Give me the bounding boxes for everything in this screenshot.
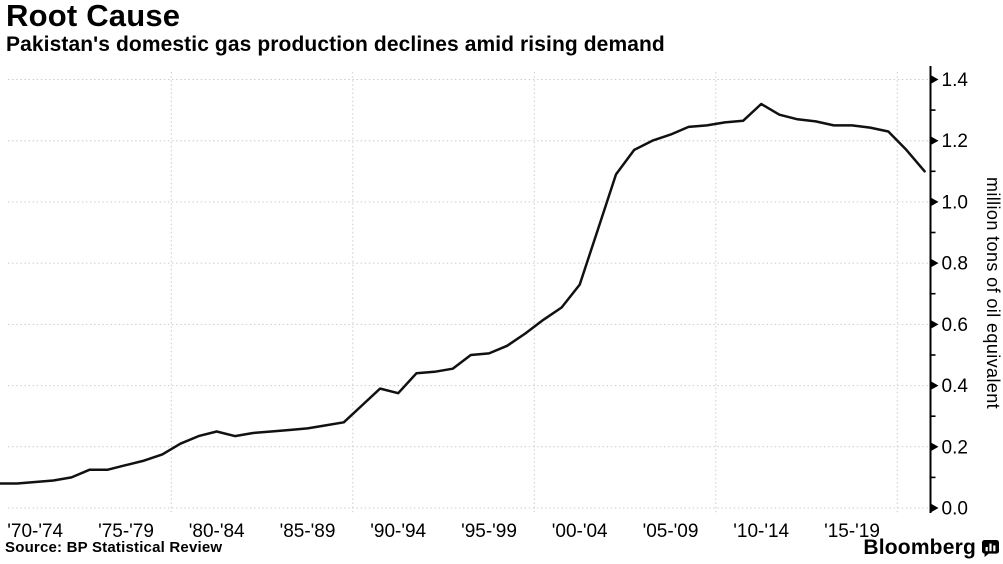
y-axis-title: million tons of oil equivalent	[983, 177, 1003, 409]
y-major-tick	[931, 442, 939, 451]
x-tick-label: '00-'04	[552, 521, 608, 542]
x-tick-label: '75-'79	[98, 521, 154, 542]
y-major-tick	[931, 381, 939, 390]
x-tick-label: '05-'09	[643, 521, 699, 542]
x-tick-label: '15-'19	[824, 521, 880, 542]
page-title: Root Cause	[6, 0, 181, 33]
y-major-tick	[931, 197, 939, 207]
y-tick-label: 0.8	[942, 254, 968, 275]
x-tick-label: '10-'14	[733, 521, 789, 542]
x-tick-label: '95-'99	[461, 521, 517, 542]
bloomberg-wordmark: Bloomberg	[863, 536, 976, 559]
y-major-tick	[931, 258, 939, 268]
x-tick-label: '80-'84	[189, 521, 245, 542]
production-data-line	[0, 102, 926, 485]
y-major-tick	[931, 320, 939, 329]
y-major-tick	[931, 75, 939, 84]
y-tick-label: 0.0	[942, 499, 968, 520]
y-tick-label: 0.6	[942, 315, 968, 336]
bloomberg-chart-bubble-icon	[982, 539, 999, 557]
y-major-tick	[931, 503, 939, 513]
source-note: Source: BP Statistical Review	[5, 539, 223, 556]
y-tick-label: 0.2	[942, 437, 968, 458]
y-tick-label: 1.4	[942, 70, 969, 91]
y-tick-label: 0.4	[942, 376, 969, 397]
x-tick-label: '70-'74	[7, 521, 63, 542]
y-tick-label: 1.2	[942, 131, 968, 152]
x-tick-label: '85-'89	[280, 521, 336, 542]
x-tick-label: '90-'94	[370, 521, 426, 542]
y-major-tick	[931, 136, 939, 145]
y-tick-label: 1.0	[942, 192, 968, 213]
bloomberg-logo: Bloomberg	[863, 536, 999, 560]
page-subtitle: Pakistan's domestic gas production decli…	[6, 33, 665, 56]
